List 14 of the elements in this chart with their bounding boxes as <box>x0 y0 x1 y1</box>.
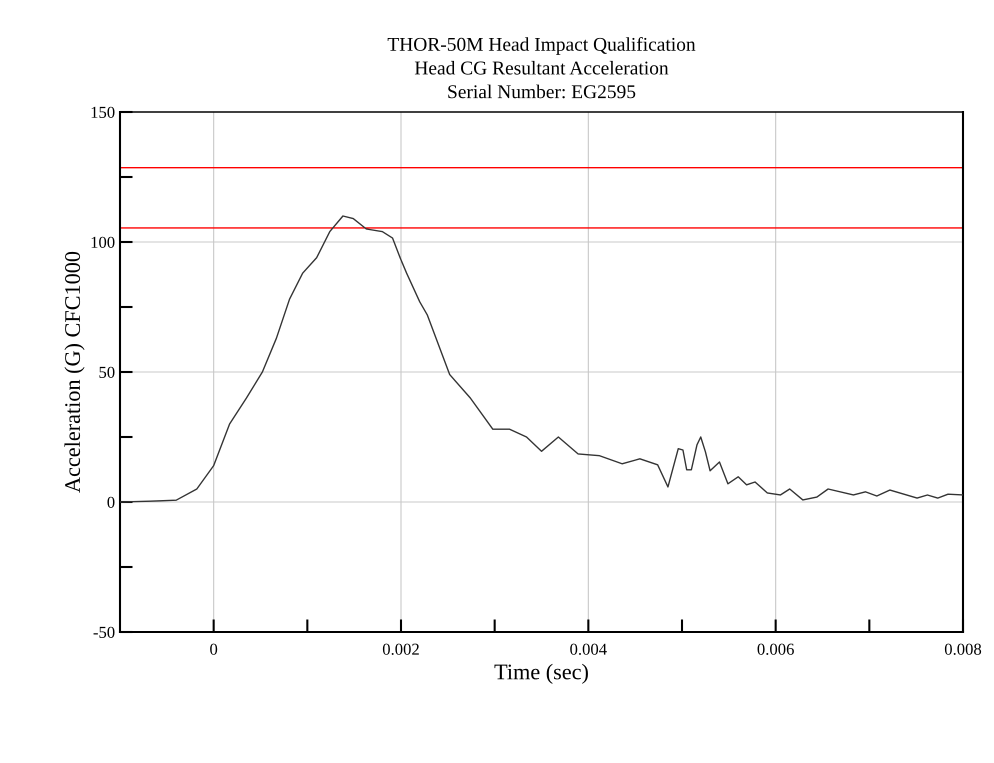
x-tick-label: 0.004 <box>570 644 607 655</box>
y-tick-label: -50 <box>94 626 115 638</box>
x-tick-label: 0.008 <box>944 644 982 655</box>
y-tick-label: 100 <box>92 236 115 248</box>
chart-title: THOR-50M Head Impact Qualification Head CG Resultant Acceleration Serial Number: EG2595 <box>388 37 696 98</box>
x-axis-title: Time (sec) <box>494 664 588 684</box>
line-series <box>120 215 963 503</box>
y-axis-title: Acceleration (G) CFC1000 <box>64 252 85 493</box>
x-tick-label: 0.002 <box>382 644 419 655</box>
y-tick-label: 50 <box>99 366 115 378</box>
y-tick-label: 150 <box>92 106 115 118</box>
x-tick-label: 0 <box>210 644 218 655</box>
y-tick-label: 0 <box>107 496 115 508</box>
x-tick-label: 0.006 <box>758 644 794 655</box>
